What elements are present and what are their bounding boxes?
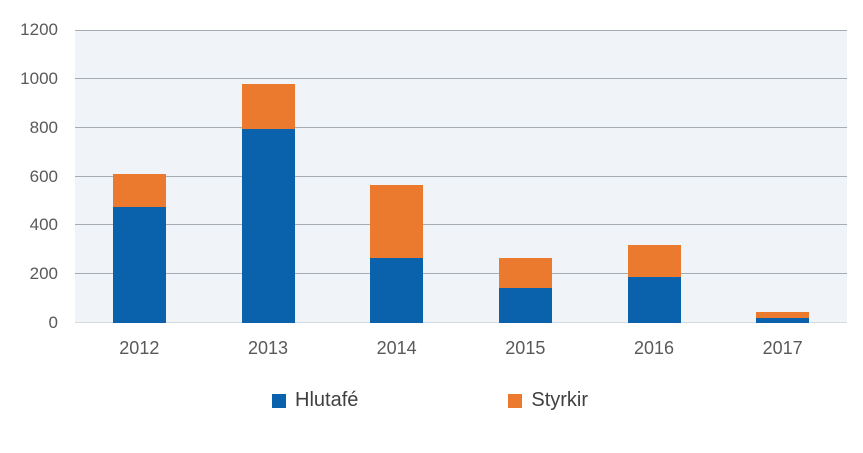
y-tick-label-800: 800 [29,117,58,137]
bar-2013-styrkir[interactable] [242,83,295,129]
gridline-400 [75,224,847,226]
x-tick-label-2016: 2016 [633,338,674,358]
y-tick-label-1200: 1200 [20,20,58,39]
x-tick-label-2015: 2015 [505,338,546,358]
bar-2016-styrkir[interactable] [628,244,681,277]
gridline-200 [75,273,847,275]
gridline-0 [75,322,847,323]
bar-2015-styrkir[interactable] [499,258,552,288]
legend-swatch-styrkir-icon [508,393,523,408]
gridline-600 [75,175,847,177]
legend-label-hlutafe: Hlutafé [295,389,359,411]
bar-2014-styrkir[interactable] [370,185,423,259]
y-tick-label-1000: 1000 [20,68,58,88]
legend-item-hlutafe[interactable]: Hlutafé [272,389,358,412]
bar-2013-hlutafé[interactable] [242,128,295,323]
gridline-800 [75,126,847,128]
x-tick-label-2012: 2012 [119,338,160,358]
legend: Hlutafé Styrkir [272,389,588,412]
x-tick-label-2014: 2014 [376,338,417,358]
bar-2017-styrkir[interactable] [756,312,809,319]
y-tick-label-200: 200 [29,264,58,284]
legend-swatch-hlutafe-icon [272,393,286,408]
gridline-1000 [75,77,847,79]
bar-2012-styrkir[interactable] [113,174,166,207]
bar-2016-hlutafé[interactable] [628,276,681,323]
x-tick-label-2017: 2017 [762,338,803,358]
bar-2014-hlutafé[interactable] [370,258,423,323]
bar-2012-hlutafé[interactable] [113,207,166,323]
y-tick-label-600: 600 [29,166,58,186]
legend-item-styrkir[interactable]: Styrkir [508,389,588,412]
x-tick-label-2013: 2013 [247,338,288,358]
y-tick-label-400: 400 [29,215,58,235]
plot-area [75,30,847,323]
bar-2015-hlutafé[interactable] [499,287,552,323]
y-tick-label-0: 0 [48,313,58,332]
gridline-1200 [75,30,847,31]
bar-2017-hlutafé[interactable] [756,318,809,323]
legend-label-styrkir: Styrkir [531,389,589,411]
